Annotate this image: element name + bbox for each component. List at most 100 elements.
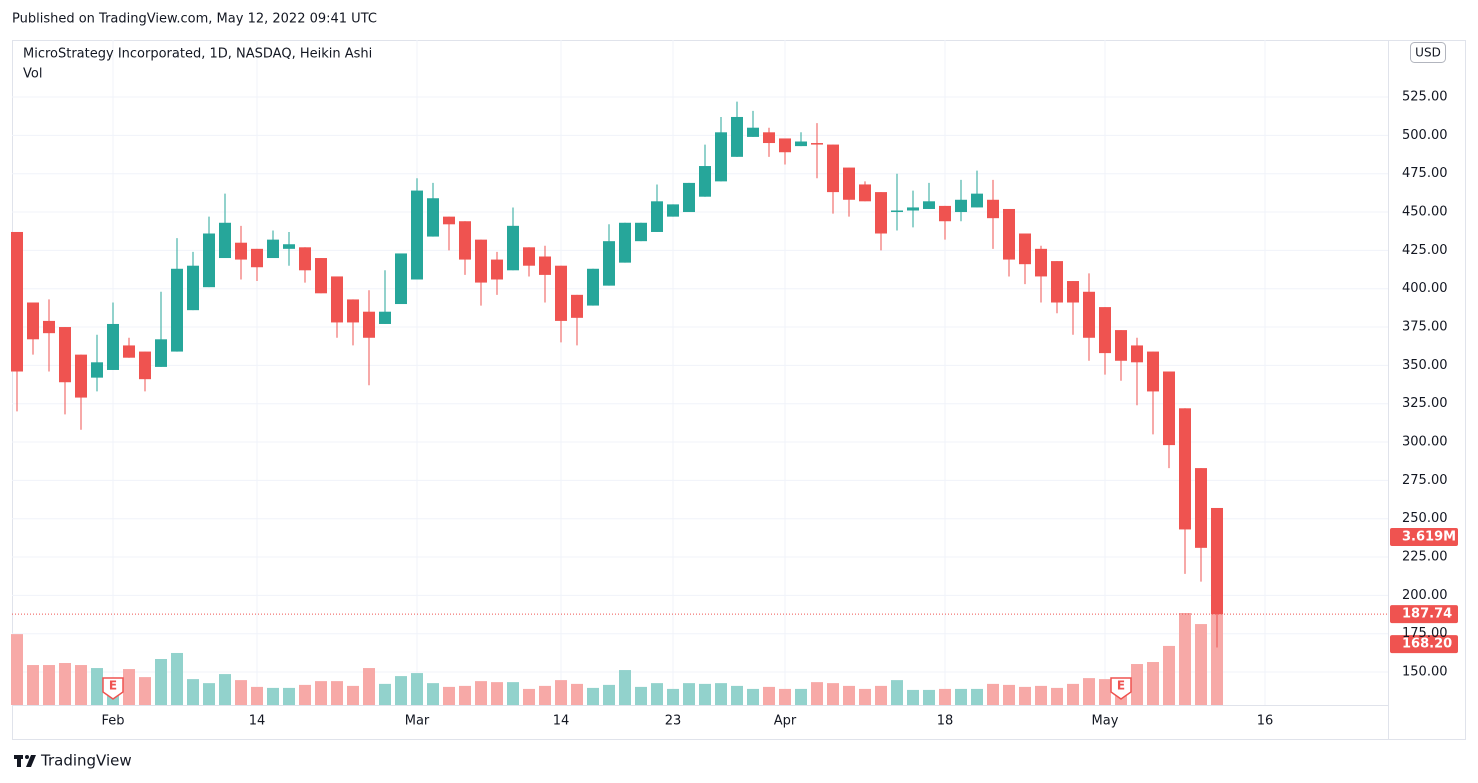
candle-body xyxy=(1099,307,1111,354)
volume-bar xyxy=(523,688,535,705)
y-tick-label: 350.00 xyxy=(1402,358,1448,373)
candle-body xyxy=(171,268,183,352)
candle-body xyxy=(587,268,599,306)
candle-body xyxy=(43,320,55,334)
volume-bar xyxy=(539,685,551,705)
candle-body xyxy=(139,351,151,380)
volume-bar xyxy=(635,686,647,705)
candle-body xyxy=(251,248,263,268)
candle-body xyxy=(747,127,759,137)
candle-body xyxy=(11,231,23,372)
x-tick-label: Feb xyxy=(101,714,124,729)
volume-bar xyxy=(139,677,151,705)
volume-bar xyxy=(443,686,455,705)
candles xyxy=(11,101,1223,648)
candle-body xyxy=(731,116,743,157)
volume-bar xyxy=(491,682,503,705)
candle-body xyxy=(891,210,903,213)
candle-body xyxy=(315,258,327,294)
x-tick-label: 23 xyxy=(665,714,682,729)
candle-body xyxy=(827,144,839,193)
candle-body xyxy=(635,222,647,242)
candle-body xyxy=(763,132,775,144)
current-price-label-bg xyxy=(1390,605,1458,624)
volume-bar xyxy=(619,670,631,705)
brand-name: TradingView xyxy=(40,752,132,770)
candle-body xyxy=(1131,345,1143,363)
volume-bar xyxy=(395,676,407,705)
candle-body xyxy=(843,167,855,200)
candle-body xyxy=(651,201,663,232)
x-tick-label: 14 xyxy=(249,714,266,729)
candle-body xyxy=(859,184,871,202)
candle-body xyxy=(971,193,983,208)
volume-bar xyxy=(875,685,887,705)
volume-bar xyxy=(1147,662,1159,705)
candle-body xyxy=(75,354,87,398)
candle-body xyxy=(411,190,423,280)
candle-body xyxy=(475,239,487,283)
candle-body xyxy=(107,323,119,370)
chart-frame xyxy=(12,40,1466,740)
candle-body xyxy=(507,225,519,271)
volume-bar xyxy=(779,688,791,705)
volume-title: Vol xyxy=(23,67,42,82)
candle-body xyxy=(1195,468,1207,548)
volume-bar xyxy=(827,683,839,705)
y-tick-label: 325.00 xyxy=(1402,396,1448,411)
volume-bar xyxy=(587,687,599,705)
candle-body xyxy=(715,132,727,182)
volume-bar xyxy=(123,669,135,705)
candle-body xyxy=(667,204,679,217)
candle-body xyxy=(59,327,71,383)
volume-bar xyxy=(235,680,247,705)
y-tick-label: 375.00 xyxy=(1402,320,1448,335)
volume-bar xyxy=(1211,614,1223,705)
volume-bar xyxy=(187,679,199,705)
candle-body xyxy=(1115,330,1127,361)
volume-bar xyxy=(667,688,679,705)
candle-body xyxy=(571,294,583,318)
candle-body xyxy=(347,299,359,323)
candle-body xyxy=(1051,261,1063,303)
candle-body xyxy=(379,311,391,324)
volume-bar xyxy=(203,683,215,705)
candle-body xyxy=(795,141,807,147)
candle-body xyxy=(283,244,295,249)
candle-body xyxy=(427,198,439,237)
volume-bar xyxy=(971,688,983,705)
logo xyxy=(14,755,36,767)
volume-bar xyxy=(363,668,375,705)
x-tick-label: 14 xyxy=(553,714,570,729)
volume-bar xyxy=(555,680,567,705)
candle-body xyxy=(331,276,343,323)
volume-bar xyxy=(75,665,87,705)
x-tick-label: Apr xyxy=(774,714,797,729)
candle-body xyxy=(779,138,791,153)
candle-body xyxy=(1083,291,1095,338)
volume-bar xyxy=(1131,664,1143,705)
volume-bar xyxy=(59,663,71,705)
volume-label-bg xyxy=(1390,528,1458,546)
candle-body xyxy=(555,265,567,321)
volume-bar xyxy=(267,687,279,705)
volume-bar xyxy=(411,673,423,705)
volume-bar xyxy=(1083,678,1095,705)
candle-body xyxy=(955,199,967,213)
currency-badge[interactable] xyxy=(1410,42,1446,63)
volume-bar xyxy=(763,686,775,705)
y-tick-label: 250.00 xyxy=(1402,511,1448,526)
volume-bar xyxy=(283,687,295,705)
volume-bar xyxy=(299,684,311,705)
volume-bar xyxy=(1051,687,1063,705)
candle-body xyxy=(811,143,823,145)
candle-body xyxy=(1035,248,1047,277)
candle-body xyxy=(1003,208,1015,260)
candle-body xyxy=(1163,371,1175,446)
volume-bar xyxy=(347,685,359,705)
candle-body xyxy=(1147,351,1159,392)
candle-body xyxy=(203,233,215,288)
volume-bar xyxy=(715,683,727,705)
candle-body xyxy=(683,182,695,213)
candle-body xyxy=(907,207,919,211)
